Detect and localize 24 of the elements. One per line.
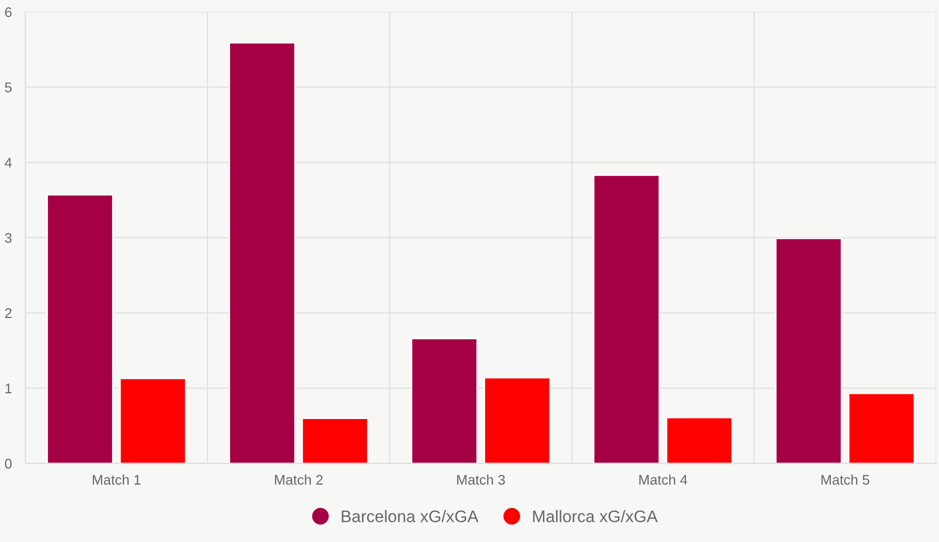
x-tick-label: Match 1: [92, 474, 140, 485]
bar: [848, 392, 916, 464]
y-tick-label: 5: [4, 82, 12, 92]
y-tick-label: 6: [5, 7, 12, 18]
y-tick-label: 1: [5, 384, 12, 394]
bar: [410, 338, 478, 464]
y-tick-label: 3: [4, 233, 12, 243]
bar: [666, 416, 733, 464]
y-tick-label: 0: [4, 458, 12, 469]
legend-label: Mallorca xG/xGA: [533, 510, 658, 522]
bar: [593, 174, 660, 464]
bar: [484, 376, 551, 464]
x-tick-label: Match 5: [822, 474, 870, 485]
bar: [228, 42, 296, 464]
x-tick-label: Match 4: [639, 474, 688, 485]
x-tick-label: Match 3: [457, 474, 505, 485]
y-tick-label: 4: [4, 158, 12, 168]
bar: [775, 238, 842, 464]
x-tick-label: Match 2: [275, 474, 323, 485]
y-tick-label: 2: [5, 308, 12, 318]
legend-label: Barcelona xG/xGA: [342, 510, 478, 522]
bar: [119, 378, 186, 464]
bar: [46, 194, 114, 464]
bar: [302, 418, 369, 464]
